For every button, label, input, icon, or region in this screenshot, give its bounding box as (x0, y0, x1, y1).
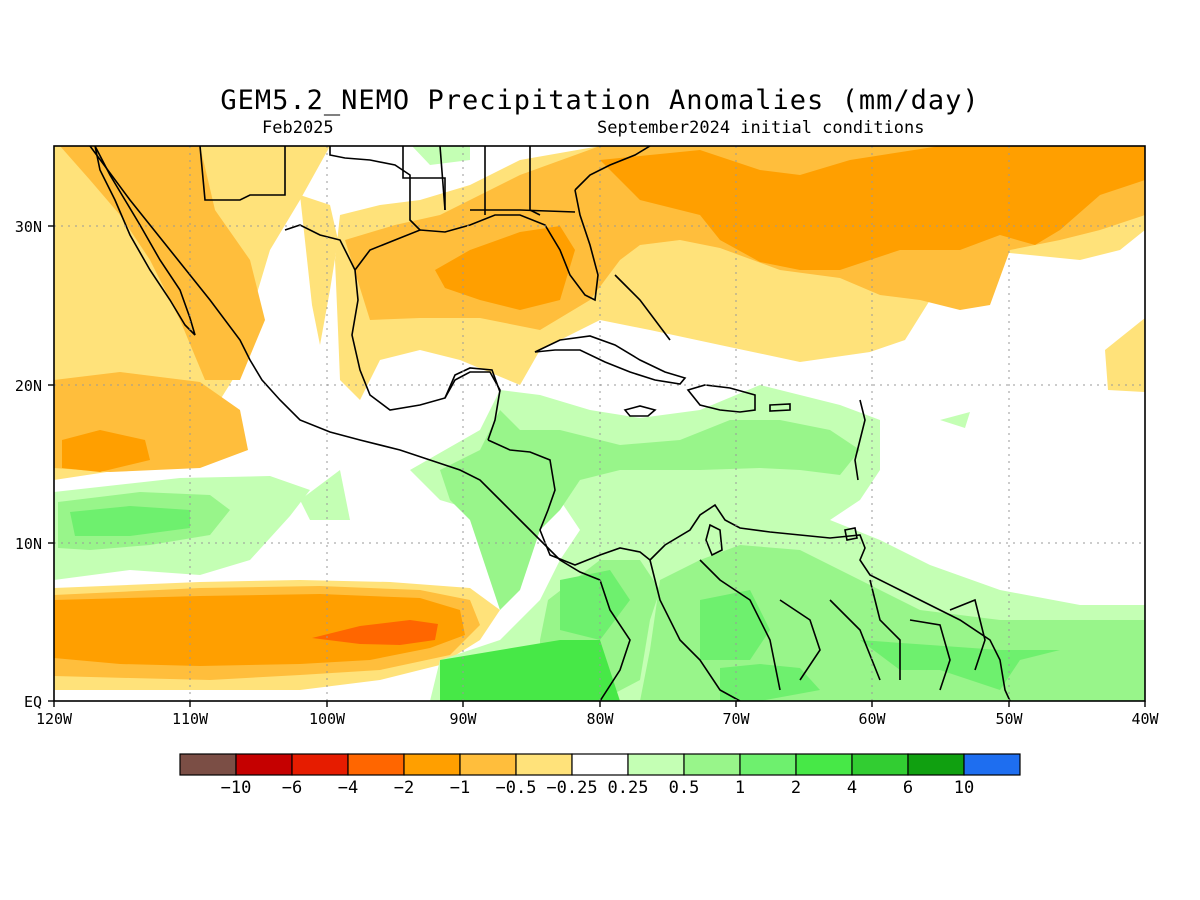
colorbar-label: −2 (394, 778, 414, 798)
colorbar-label: 6 (903, 778, 913, 798)
colorbar-swatch (571, 753, 629, 776)
initial-conditions-label: September2024 initial conditions (597, 118, 925, 138)
colorbar-swatch (291, 753, 349, 776)
x-axis-labels: 120W 110W 100W 90W 80W 70W 60W 50W 40W (36, 710, 1160, 728)
colorbar-label: 4 (847, 778, 857, 798)
colorbar-label: 0.5 (669, 778, 700, 798)
x-tick-label: 70W (722, 710, 750, 728)
colorbar-swatch (235, 753, 293, 776)
x-tick-label: 100W (309, 710, 346, 728)
y-tick-label: 30N (15, 218, 42, 236)
x-tick-label: 120W (36, 710, 73, 728)
colorbar-swatch (515, 753, 573, 776)
dry-anomaly-shading (54, 146, 1145, 701)
forecast-month: Feb2025 (262, 118, 334, 138)
graticule (54, 146, 1145, 701)
y-tick-label: EQ (24, 693, 42, 711)
tick-marks (48, 225, 1146, 707)
colorbar-label: −6 (282, 778, 302, 798)
colorbar-swatch (683, 753, 741, 776)
colorbar-swatch (403, 753, 461, 776)
colorbar-label: −1 (450, 778, 470, 798)
colorbar-label: −10 (221, 778, 252, 798)
colorbar-swatch (963, 753, 1021, 776)
colorbar-swatch (907, 753, 965, 776)
colorbar-swatch (179, 753, 237, 776)
x-tick-label: 40W (1131, 710, 1159, 728)
colorbar-label: 2 (791, 778, 801, 798)
colorbar-label: 1 (735, 778, 745, 798)
x-tick-label: 90W (449, 710, 477, 728)
x-tick-label: 60W (858, 710, 886, 728)
colorbar-swatch (347, 753, 405, 776)
y-tick-label: 10N (15, 535, 42, 553)
colorbar-label: −0.25 (546, 778, 597, 798)
colorbar-swatch (851, 753, 909, 776)
colorbar-label: 10 (954, 778, 974, 798)
x-tick-label: 50W (995, 710, 1023, 728)
y-axis-labels: EQ 10N 20N 30N (15, 218, 42, 711)
colorbar-label: −4 (338, 778, 358, 798)
x-tick-label: 80W (586, 710, 614, 728)
map-panel (54, 146, 1145, 701)
colorbar: −10 −6 −4 −2 −1 −0.5 −0.25 0.25 0.5 1 2 4 6 10 (179, 753, 1021, 798)
coastlines (89, 146, 1011, 701)
colorbar-swatch (627, 753, 685, 776)
colorbar-label: 0.25 (608, 778, 649, 798)
colorbar-label: −0.5 (496, 778, 537, 798)
y-tick-label: 20N (15, 377, 42, 395)
map-title: GEM5.2_NEMO Precipitation Anomalies (mm/… (220, 85, 980, 116)
colorbar-swatch (795, 753, 853, 776)
colorbar-swatch (459, 753, 517, 776)
colorbar-swatch (739, 753, 797, 776)
x-tick-label: 110W (172, 710, 209, 728)
